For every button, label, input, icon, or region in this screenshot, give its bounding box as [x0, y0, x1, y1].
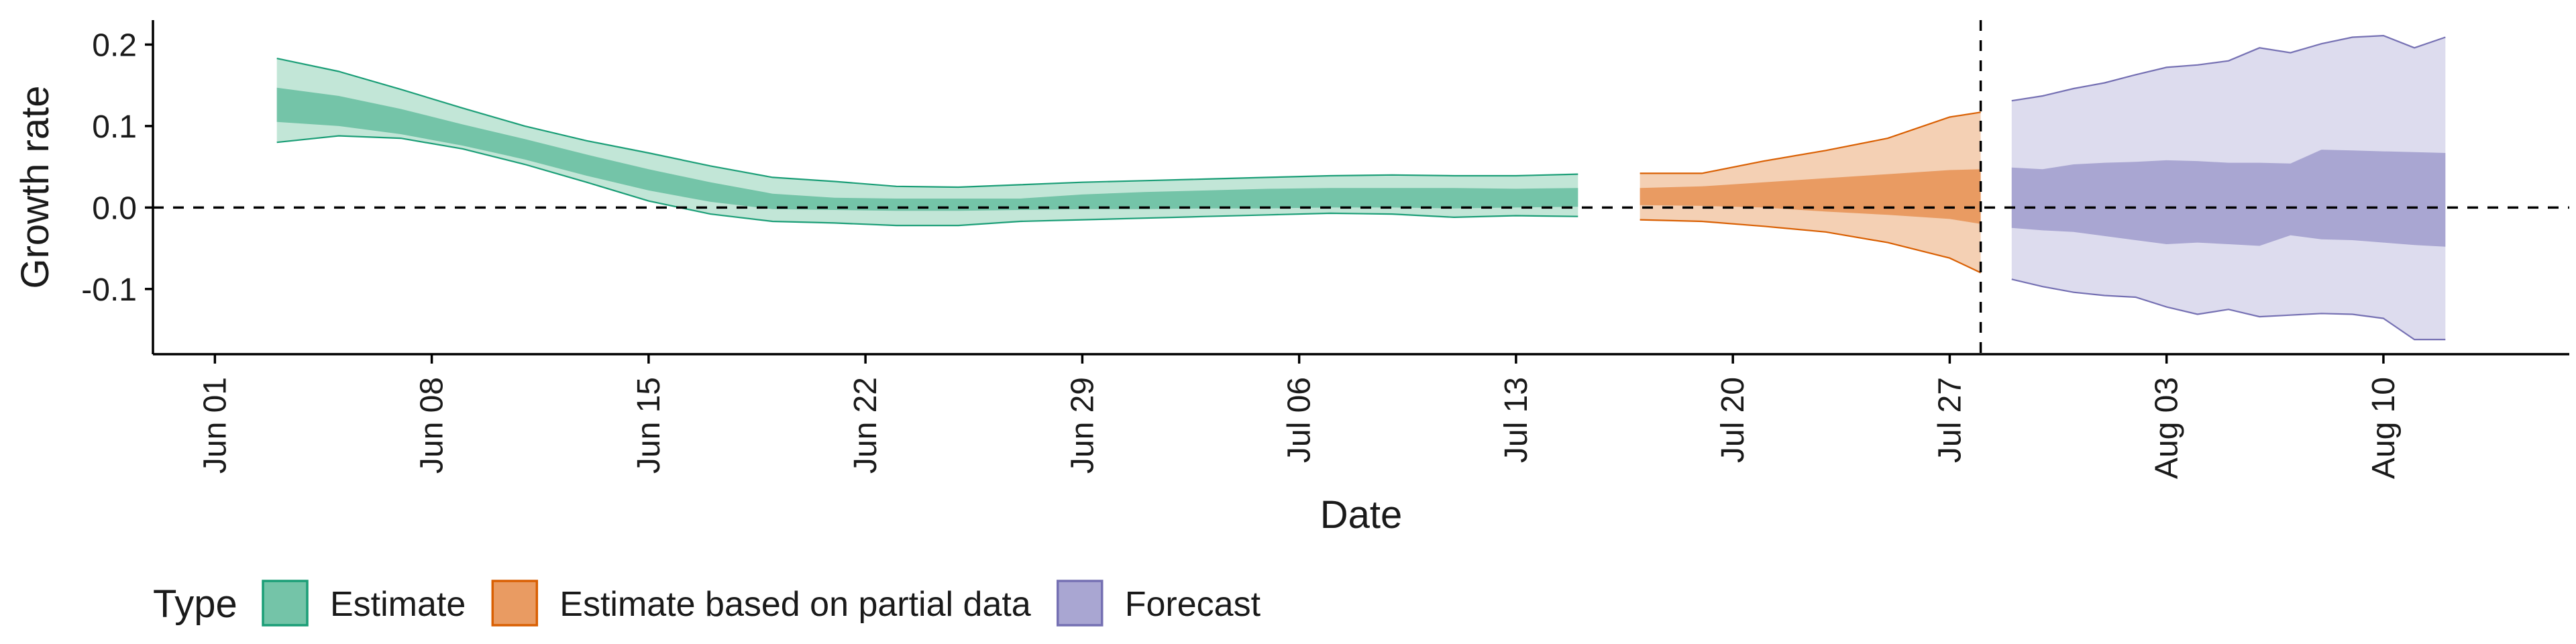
x-tick-label: Jul 06	[1282, 377, 1318, 463]
bands-layer	[276, 34, 2446, 341]
forecast-lower-bound-line	[2011, 278, 2446, 341]
x-tick-label: Jul 27	[1932, 377, 1968, 463]
x-tick-label: Jun 22	[848, 377, 883, 474]
x-tick-label: Jun 29	[1065, 377, 1100, 474]
y-tick-label: -0.1	[81, 272, 137, 308]
estimate-outer-band	[276, 58, 1578, 226]
x-tick-label: Jun 01	[197, 377, 233, 474]
x-ticks: Jun 01 Jun 08 Jun 15 Jun 22 Jun 29 Jul 06 Jul …	[197, 354, 2402, 479]
y-tick-label: 0.2	[92, 28, 137, 63]
legend-swatch	[1056, 580, 1104, 627]
reference-lines	[153, 20, 2569, 354]
legend-item-estimate: Estimate	[262, 580, 466, 627]
legend-item-forecast: Forecast	[1056, 580, 1261, 627]
x-tick-label: Jun 08	[415, 377, 450, 474]
y-axis-title: Growth rate	[13, 86, 57, 289]
estimate-based-on-partial-data-upper-bound-line	[1640, 111, 1981, 174]
estimate-based-on-partial-data-lower-bound-line	[1640, 219, 1982, 274]
y-tick-label: 0.1	[92, 109, 137, 145]
estimate-upper-bound-line	[276, 58, 1578, 189]
legend-item-estimate-based-on-partial-data: Estimate based on partial data	[491, 580, 1031, 627]
legend-swatch	[262, 580, 309, 627]
legend-label: Forecast	[1125, 585, 1261, 624]
estimate-lower-bound-line	[276, 135, 1578, 227]
y-ticks: -0.1 0.0 0.1 0.2	[81, 28, 153, 308]
x-tick-label: Aug 10	[2366, 377, 2402, 479]
estimate-inner-band	[276, 87, 1578, 211]
x-tick-label: Jun 15	[631, 377, 667, 474]
x-axis-title: Date	[1320, 493, 1403, 537]
estimate-based-on-partial-data-inner-band	[1640, 169, 1981, 224]
y-tick-label: 0.0	[92, 191, 137, 226]
forecast-inner-band	[2011, 150, 2446, 247]
x-tick-label: Jul 13	[1499, 377, 1534, 463]
x-tick-label: Jul 20	[1715, 377, 1751, 463]
legend: Type Estimate Estimate based on partial d…	[153, 580, 1261, 627]
estimate-series	[276, 58, 1578, 227]
x-tick-label: Aug 03	[2149, 377, 2185, 479]
forecast-series	[2011, 34, 2446, 341]
legend-title: Type	[153, 582, 237, 626]
legend-label: Estimate	[330, 585, 466, 624]
legend-label: Estimate based on partial data	[559, 585, 1031, 624]
forecast-upper-bound-line	[2011, 34, 2446, 102]
legend-swatch	[491, 580, 539, 627]
estimate-based-on-partial-data-series	[1640, 111, 1982, 274]
